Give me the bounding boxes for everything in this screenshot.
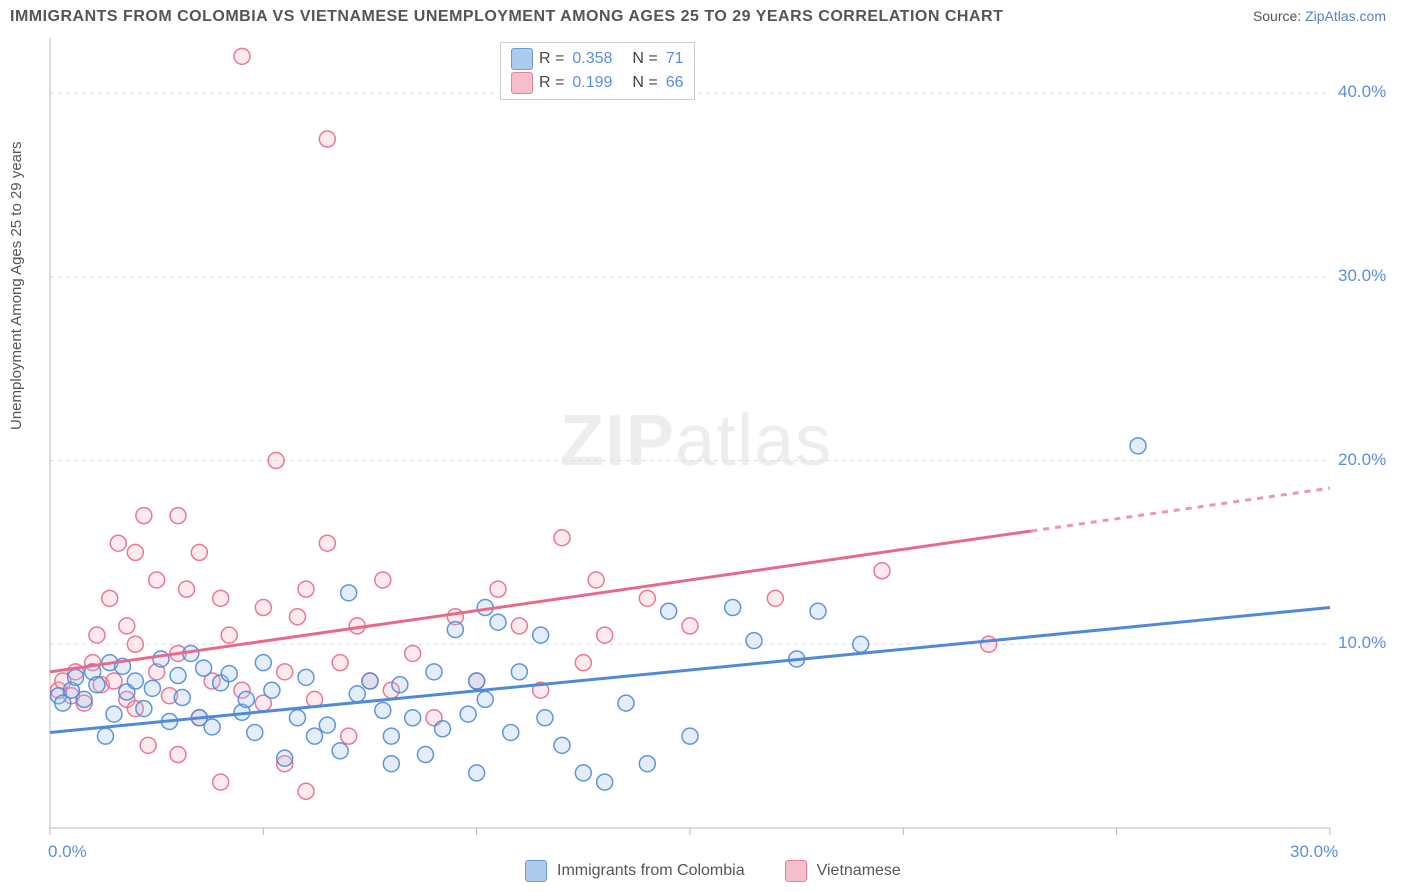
legend-n-value: 66 (666, 71, 684, 95)
legend-n-label: N = (632, 71, 657, 95)
legend-swatch (785, 860, 807, 882)
legend-r-value: 0.358 (572, 47, 612, 71)
legend-r-value: 0.199 (572, 71, 612, 95)
y-tick-label: 40.0% (1338, 82, 1386, 102)
legend-series-label: Vietnamese (817, 862, 901, 880)
legend-swatch (525, 860, 547, 882)
x-tick-label: 30.0% (1290, 842, 1338, 862)
y-tick-label: 30.0% (1338, 266, 1386, 286)
scatter-chart (40, 32, 1340, 842)
y-tick-label: 10.0% (1338, 633, 1386, 653)
legend-swatch (511, 72, 533, 94)
legend-n-label: N = (632, 47, 657, 71)
legend-series-label: Immigrants from Colombia (557, 862, 745, 880)
chart-title: IMMIGRANTS FROM COLOMBIA VS VIETNAMESE U… (10, 8, 1003, 26)
source-prefix: Source: (1253, 8, 1305, 24)
legend-swatch (511, 48, 533, 70)
x-tick-label: 0.0% (48, 842, 87, 862)
source-link[interactable]: ZipAtlas.com (1305, 8, 1386, 24)
legend-r-label: R = (539, 71, 564, 95)
legend-r-label: R = (539, 47, 564, 71)
legend-n-value: 71 (666, 47, 684, 71)
legend-row: R = 0.358 N = 71 (511, 47, 684, 71)
y-tick-label: 20.0% (1338, 450, 1386, 470)
y-axis-label: Unemployment Among Ages 25 to 29 years (8, 141, 25, 430)
correlation-legend: R = 0.358 N = 71 R = 0.199 N = 66 (500, 42, 695, 100)
legend-row: R = 0.199 N = 66 (511, 71, 684, 95)
source-credit: Source: ZipAtlas.com (1253, 8, 1386, 24)
series-legend: Immigrants from Colombia Vietnamese (525, 860, 931, 882)
